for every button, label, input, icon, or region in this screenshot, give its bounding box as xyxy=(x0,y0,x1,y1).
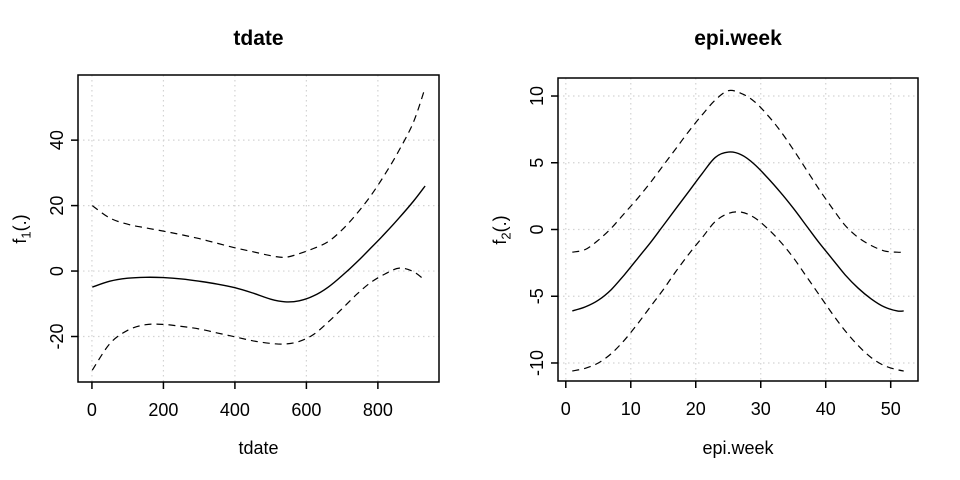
panel-tdate: tdate 0 200 400 600 800 -20 0 20 40 tdate f1(.) xyxy=(9,27,440,458)
svg-text:0: 0 xyxy=(47,266,67,276)
y-axis-label: f2(.) xyxy=(489,160,514,300)
chart-title: epi.week xyxy=(694,27,782,50)
svg-text:0: 0 xyxy=(561,399,571,419)
y-axis-label-args: (.) xyxy=(490,214,510,232)
svg-text:40: 40 xyxy=(816,399,836,419)
panel-epi-week: epi.week 0 10 20 30 40 50 -10 -5 0 5 10 epi.week f… xyxy=(480,0,960,480)
plot-area-epi-week: 0 10 20 30 40 50 -10 -5 0 5 10 xyxy=(527,77,919,419)
svg-text:400: 400 xyxy=(220,400,250,420)
svg-text:0: 0 xyxy=(87,400,97,420)
svg-text:20: 20 xyxy=(47,196,67,216)
svg-text:600: 600 xyxy=(291,400,321,420)
plot-area-tdate: 0 200 400 600 800 -20 0 20 40 xyxy=(47,74,440,420)
svg-text:0: 0 xyxy=(527,224,547,234)
y-axis-label-args: (.) xyxy=(10,213,30,231)
svg-text:-20: -20 xyxy=(47,323,67,349)
svg-text:200: 200 xyxy=(148,400,178,420)
x-axis-label: epi.week xyxy=(702,438,774,458)
svg-text:50: 50 xyxy=(881,399,901,419)
y-axis-label-subscript: 2 xyxy=(498,231,514,240)
svg-text:-10: -10 xyxy=(527,350,547,376)
svg-text:20: 20 xyxy=(686,399,706,419)
svg-text:5: 5 xyxy=(527,158,547,168)
svg-text:10: 10 xyxy=(527,86,547,106)
svg-text:40: 40 xyxy=(47,130,67,150)
y-axis-label-subscript: 1 xyxy=(18,230,34,239)
svg-text:10: 10 xyxy=(621,399,641,419)
x-axis-label: tdate xyxy=(238,438,279,458)
chart-title: tdate xyxy=(233,27,284,50)
svg-text:800: 800 xyxy=(363,400,393,420)
svg-text:30: 30 xyxy=(751,399,771,419)
svg-text:-5: -5 xyxy=(527,288,547,304)
y-axis-label: f1(.) xyxy=(9,159,34,299)
